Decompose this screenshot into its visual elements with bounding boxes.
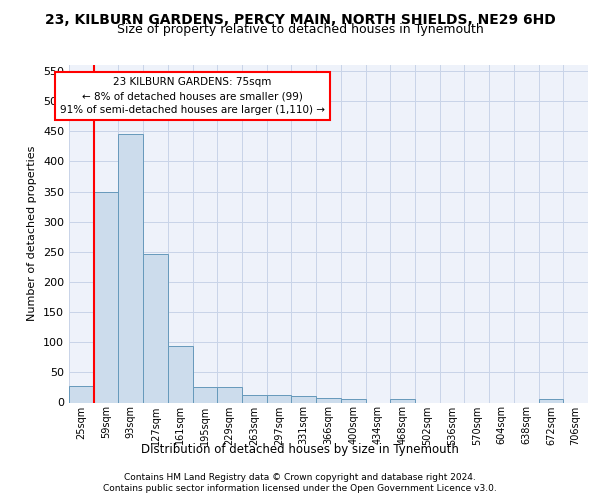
Text: Size of property relative to detached houses in Tynemouth: Size of property relative to detached ho…: [116, 22, 484, 36]
Bar: [267, 394, 292, 402]
Bar: [539, 400, 563, 402]
Bar: [316, 398, 341, 402]
Bar: [193, 388, 217, 402]
Bar: [143, 254, 168, 402]
Text: Distribution of detached houses by size in Tynemouth: Distribution of detached houses by size …: [141, 442, 459, 456]
Text: 23, KILBURN GARDENS, PERCY MAIN, NORTH SHIELDS, NE29 6HD: 23, KILBURN GARDENS, PERCY MAIN, NORTH S…: [44, 12, 556, 26]
Bar: [390, 400, 415, 402]
Bar: [118, 134, 143, 402]
Text: Contains public sector information licensed under the Open Government Licence v3: Contains public sector information licen…: [103, 484, 497, 493]
Bar: [341, 399, 365, 402]
Bar: [69, 386, 94, 402]
Bar: [94, 192, 118, 402]
Bar: [168, 346, 193, 403]
Bar: [292, 396, 316, 402]
Text: 23 KILBURN GARDENS: 75sqm
← 8% of detached houses are smaller (99)
91% of semi-d: 23 KILBURN GARDENS: 75sqm ← 8% of detach…: [60, 77, 325, 115]
Bar: [242, 394, 267, 402]
Y-axis label: Number of detached properties: Number of detached properties: [28, 146, 37, 322]
Text: Contains HM Land Registry data © Crown copyright and database right 2024.: Contains HM Land Registry data © Crown c…: [124, 472, 476, 482]
Bar: [217, 388, 242, 402]
